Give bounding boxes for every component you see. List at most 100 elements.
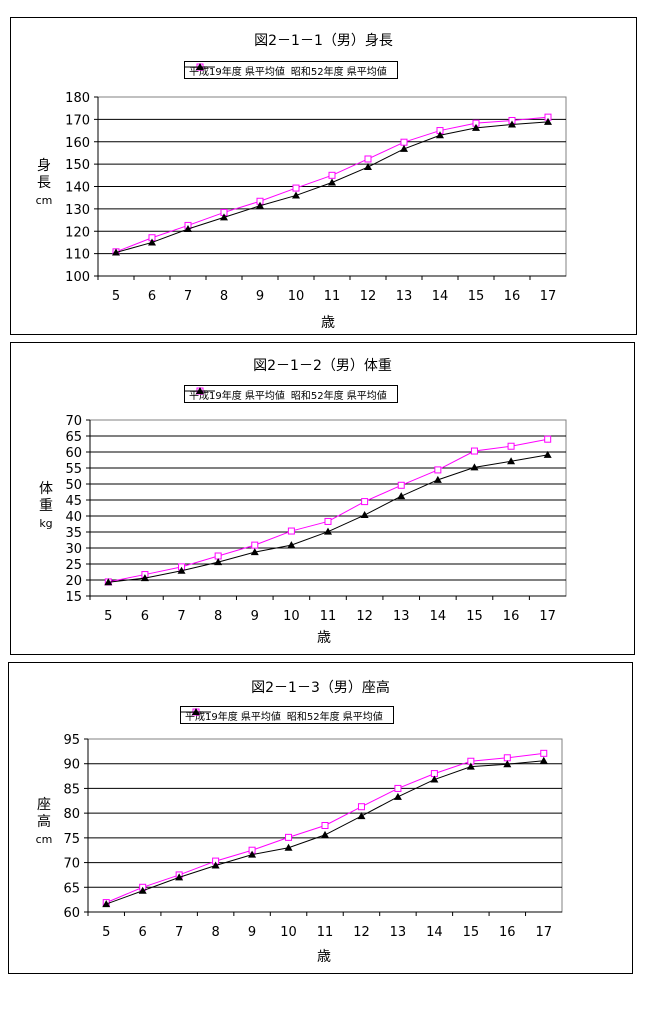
x-tick-label: 12 [356, 609, 373, 624]
x-tick-label: 7 [175, 925, 183, 940]
y-tick-label: 50 [65, 478, 82, 493]
y-axis-label: 体 重 kg [39, 481, 53, 530]
y-tick-label: 35 [65, 526, 82, 541]
data-point-square [397, 481, 405, 489]
y-axis-label: 身 長 cm [35, 158, 53, 207]
data-point-triangle [177, 566, 186, 574]
legend-label: 昭和52年度 県平均値 [286, 711, 383, 723]
y-tick-label: 160 [65, 136, 90, 151]
y-tick-label: 110 [65, 248, 90, 263]
legend-item-series-b: 昭和52年度 県平均値 [185, 63, 387, 78]
y-tick-label: 60 [65, 446, 82, 461]
y-tick-label: 20 [65, 574, 82, 589]
y-tick-label: 170 [65, 113, 90, 128]
data-point-triangle [360, 511, 369, 519]
data-point-square [357, 803, 365, 811]
y-tick-label: 140 [65, 181, 90, 196]
x-tick-label: 10 [283, 609, 300, 624]
data-point-triangle [248, 850, 257, 858]
data-point-square [507, 442, 515, 450]
data-point-triangle [292, 191, 300, 199]
data-point-triangle [433, 475, 442, 483]
legend-label: 平成19年度 県平均値 [185, 711, 281, 723]
chart-panel-height: 図2－1－1（男）身長 平成19年度 県平均値 昭和52年度 県平均値 身 長 … [10, 17, 637, 335]
x-tick-label: 14 [426, 925, 443, 940]
legend-label: 昭和52年度 県平均値 [290, 66, 387, 78]
x-tick-label: 5 [112, 289, 120, 304]
x-tick-label: 7 [184, 289, 192, 304]
x-tick-label: 13 [396, 289, 413, 304]
x-tick-label: 8 [214, 609, 222, 624]
y-tick-label: 30 [65, 542, 82, 557]
x-tick-label: 17 [539, 609, 556, 624]
x-tick-label: 9 [248, 925, 256, 940]
y-tick-label: 65 [63, 881, 80, 896]
x-axis-label: 歳 [321, 315, 335, 331]
data-point-triangle [112, 248, 120, 256]
data-point-square [251, 541, 259, 549]
data-point-square [287, 527, 295, 535]
x-tick-label: 11 [317, 925, 334, 940]
x-tick-label: 12 [360, 289, 377, 304]
y-tick-label: 180 [65, 91, 90, 106]
y-tick-label: 70 [65, 414, 82, 429]
data-point-triangle [138, 886, 147, 894]
data-point-triangle [140, 574, 149, 582]
y-tick-label: 25 [65, 558, 82, 573]
y-tick-label: 75 [63, 832, 80, 847]
data-point-triangle [328, 178, 336, 186]
y-tick-label: 120 [65, 225, 90, 240]
data-point-square [364, 155, 372, 163]
data-point-square [292, 184, 300, 192]
data-point-triangle [393, 792, 402, 800]
chart-panel-weight: 図2－1－2（男）体重 平成19年度 県平均値 昭和52年度 県平均値 体 重 … [10, 342, 635, 655]
data-point-triangle [104, 578, 113, 586]
data-point-triangle [220, 213, 228, 221]
chart-legend: 平成19年度 県平均値 昭和52年度 県平均値 [184, 61, 398, 79]
x-tick-label: 10 [288, 289, 305, 304]
data-point-triangle [507, 457, 516, 465]
data-point-square [361, 498, 369, 506]
y-tick-label: 65 [65, 430, 82, 445]
data-point-triangle [397, 492, 406, 500]
chart-legend: 平成19年度 県平均値 昭和52年度 県平均値 [184, 385, 398, 403]
x-tick-label: 6 [139, 925, 147, 940]
x-tick-label: 14 [430, 609, 447, 624]
x-tick-label: 13 [390, 925, 407, 940]
x-tick-label: 11 [320, 609, 337, 624]
chart-legend: 平成19年度 県平均値 昭和52年度 県平均値 [180, 706, 394, 724]
x-tick-label: 12 [353, 925, 370, 940]
y-tick-label: 150 [65, 158, 90, 173]
data-point-triangle [284, 843, 293, 851]
x-tick-label: 6 [141, 609, 149, 624]
x-tick-label: 17 [540, 289, 557, 304]
data-point-square [503, 754, 511, 762]
y-axis-label: 座 高 cm [35, 797, 53, 846]
data-point-square [544, 435, 552, 443]
x-tick-label: 15 [468, 289, 485, 304]
data-point-triangle [364, 163, 372, 171]
plot-area [89, 419, 567, 597]
data-point-triangle [175, 873, 184, 881]
x-tick-label: 13 [393, 609, 410, 624]
data-point-triangle [472, 123, 480, 131]
x-tick-label: 7 [177, 609, 185, 624]
data-point-square [328, 171, 336, 179]
data-point-triangle [148, 238, 156, 246]
x-tick-label: 11 [324, 289, 341, 304]
legend-item-series-b: 昭和52年度 県平均値 [181, 708, 383, 723]
data-point-square [400, 138, 408, 146]
data-point-triangle [357, 812, 366, 820]
legend-swatch-triangle-icon [181, 708, 211, 715]
x-tick-label: 5 [102, 925, 110, 940]
data-point-square [285, 833, 293, 841]
data-point-square [540, 749, 548, 757]
data-point-square [434, 466, 442, 474]
legend-label: 平成19年度 県平均値 [189, 390, 285, 402]
legend-label: 昭和52年度 県平均値 [290, 390, 387, 402]
x-axis-label: 歳 [317, 630, 331, 646]
data-point-triangle [324, 527, 332, 535]
x-tick-label: 8 [211, 925, 219, 940]
y-tick-label: 100 [65, 270, 90, 285]
data-point-triangle [211, 861, 220, 869]
